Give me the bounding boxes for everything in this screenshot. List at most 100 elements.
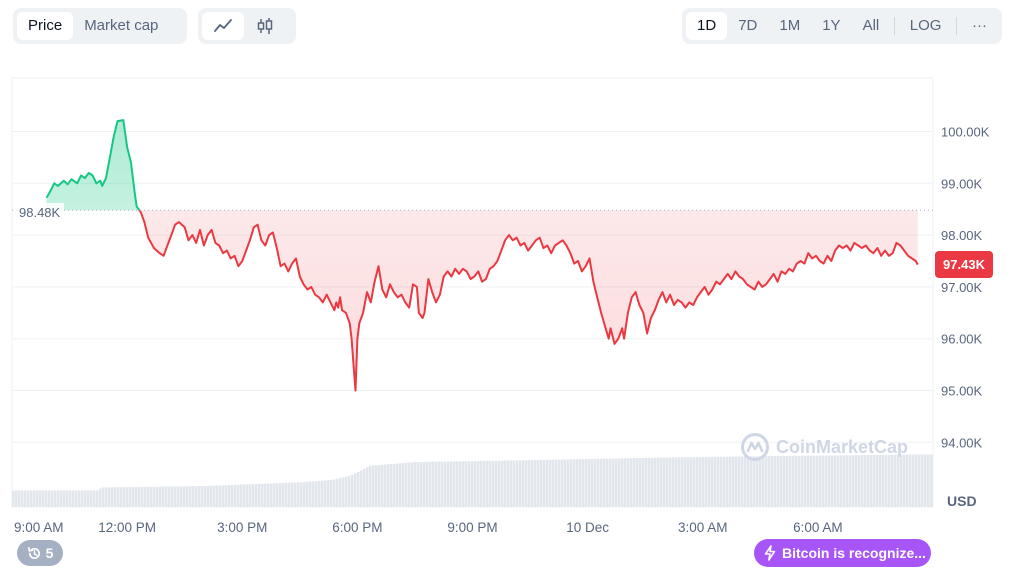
volume-bar: [588, 458, 591, 507]
x-tick-label: 10 Dec: [566, 520, 609, 535]
volume-bar: [603, 458, 606, 507]
volume-bar: [930, 454, 933, 507]
volume-bar: [252, 484, 255, 507]
volume-bar: [471, 461, 474, 507]
volume-bar: [360, 470, 363, 507]
volume-bar: [780, 455, 783, 507]
coinmarketcap-watermark: CoinMarketCap: [740, 432, 908, 462]
volume-bar: [504, 460, 507, 507]
volume-bar: [552, 459, 555, 507]
range-1y[interactable]: 1Y: [822, 17, 841, 34]
volume-bar: [528, 460, 531, 507]
volume-bar: [357, 471, 360, 507]
volume-bar: [483, 460, 486, 507]
range-tab-group: 1D 7D 1M 1Y All LOG ···: [682, 8, 1002, 44]
chart-type-group: [198, 8, 296, 44]
range-1m[interactable]: 1M: [779, 17, 801, 34]
volume-bar: [372, 465, 375, 507]
volume-bar: [882, 454, 885, 507]
volume-bar: [39, 490, 42, 507]
y-tick-label: 98.00K: [941, 228, 983, 243]
x-tick-label: 9:00 PM: [447, 520, 497, 535]
range-7d[interactable]: 7D: [738, 17, 758, 34]
volume-bar: [501, 460, 504, 507]
volume-bar: [666, 457, 669, 507]
candlestick-button[interactable]: [244, 12, 286, 40]
volume-bar: [420, 461, 423, 507]
volume-bar: [126, 487, 129, 507]
volume-bar: [687, 457, 690, 507]
volume-bar: [123, 487, 126, 507]
volume-bar: [879, 454, 882, 507]
volume-bar: [720, 456, 723, 507]
volume-bar: [624, 458, 627, 507]
volume-bar: [705, 456, 708, 507]
volume-bar: [498, 460, 501, 507]
volume-bar: [795, 455, 798, 507]
volume-bar: [48, 490, 51, 507]
volume-bar: [600, 458, 603, 507]
volume-bar: [273, 483, 276, 507]
volume-bar: [477, 461, 480, 507]
tab-market-cap[interactable]: Market cap: [84, 17, 159, 34]
volume-bar: [147, 486, 150, 507]
y-tick-label: 94.00K: [941, 435, 983, 450]
volume-bar: [234, 484, 237, 507]
volume-bar: [462, 461, 465, 507]
news-event-pill[interactable]: Bitcoin is recognize...: [754, 539, 931, 567]
log-scale-toggle[interactable]: LOG: [909, 17, 942, 34]
volume-bar: [297, 482, 300, 507]
volume-bar: [276, 483, 279, 507]
volume-bar: [516, 460, 519, 507]
volume-bar: [129, 487, 132, 507]
volume-bar: [465, 461, 468, 507]
volume-bar: [264, 483, 267, 507]
lightning-icon: [764, 545, 776, 561]
more-options-button[interactable]: ···: [972, 17, 987, 34]
y-axis-unit-label: USD: [947, 493, 977, 509]
volume-bar: [597, 458, 600, 507]
price-line-down: [138, 210, 919, 392]
volume-bar: [858, 455, 861, 507]
volume-bar: [831, 455, 834, 507]
volume-bar: [288, 482, 291, 507]
volume-bar: [321, 480, 324, 507]
volume-bar: [792, 455, 795, 507]
volume-bar: [81, 490, 84, 507]
volume-bar: [84, 490, 87, 507]
volume-bar: [87, 490, 90, 507]
volume-bar: [51, 490, 54, 507]
volume-bar: [621, 458, 624, 507]
volume-bar: [819, 455, 822, 507]
volume-bar: [594, 458, 597, 507]
x-tick-label: 9:00 AM: [14, 520, 64, 535]
volume-bar: [219, 485, 222, 507]
volume-bar: [702, 457, 705, 507]
volume-bar: [102, 487, 105, 507]
volume-bar: [891, 454, 894, 507]
range-1d[interactable]: 1D: [686, 12, 728, 40]
volume-bar: [177, 486, 180, 507]
volume-bar: [12, 490, 15, 507]
volume-bar: [849, 455, 852, 507]
volume-bar: [246, 484, 249, 507]
volume-bar: [69, 490, 72, 507]
volume-bar: [120, 487, 123, 507]
volume-bar: [675, 457, 678, 507]
volume-bar: [672, 457, 675, 507]
volume-bar: [615, 458, 618, 507]
volume-bar: [759, 456, 762, 507]
range-all[interactable]: All: [862, 17, 880, 34]
x-tick-label: 3:00 AM: [678, 520, 728, 535]
volume-bar: [135, 486, 138, 507]
tab-price[interactable]: Price: [17, 12, 74, 40]
line-chart-button[interactable]: [202, 12, 244, 40]
volume-bar: [30, 490, 33, 507]
history-button[interactable]: 5: [17, 540, 63, 566]
volume-bar: [303, 482, 306, 507]
volume-bar: [342, 477, 345, 507]
volume-bar: [312, 481, 315, 507]
volume-bar: [750, 456, 753, 507]
volume-bar: [585, 459, 588, 507]
